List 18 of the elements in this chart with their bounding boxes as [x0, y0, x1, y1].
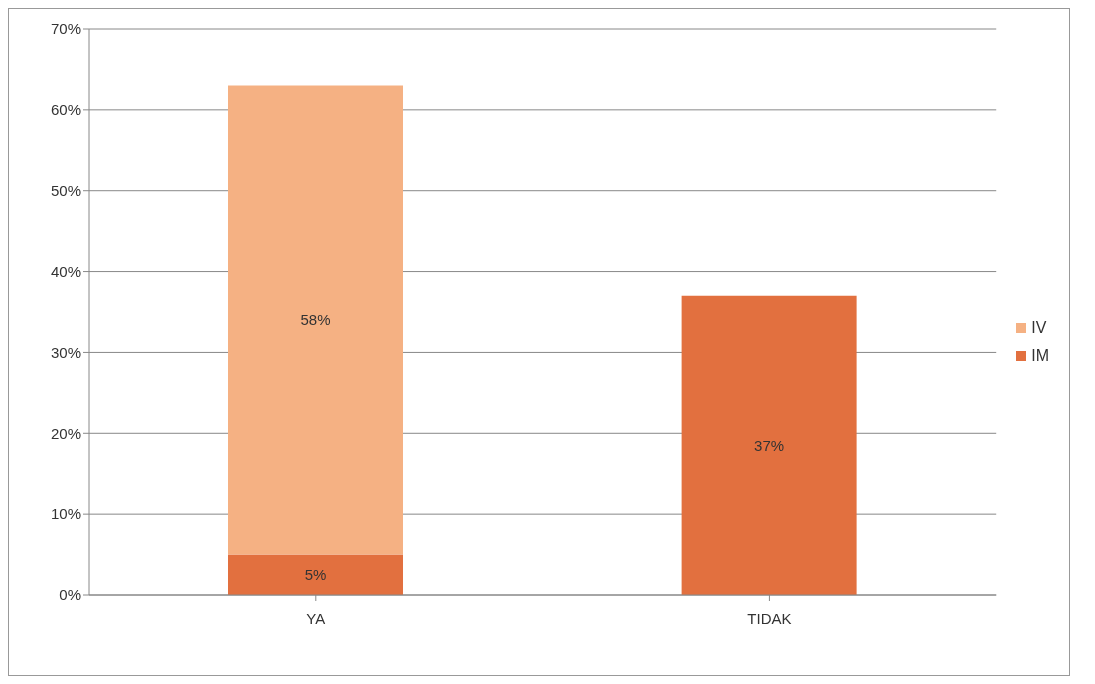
- data-label: 5%: [304, 566, 327, 584]
- legend-label: IV: [1030, 319, 1048, 337]
- legend-label: IM: [1030, 347, 1049, 365]
- x-tick-label: TIDAK: [747, 609, 792, 627]
- bar: [228, 85, 403, 555]
- y-tick-label: 70%: [50, 20, 81, 38]
- x-tick-label: YA: [306, 609, 326, 627]
- data-label: 58%: [300, 311, 331, 329]
- y-tick-label: 10%: [50, 505, 81, 523]
- y-tick-label: 50%: [50, 182, 81, 200]
- y-tick-label: 20%: [50, 424, 81, 442]
- y-tick-label: 30%: [50, 343, 81, 361]
- y-tick-label: 0%: [59, 586, 81, 604]
- bar: [681, 295, 857, 595]
- y-tick-label: 60%: [50, 101, 81, 119]
- bar: [228, 554, 403, 595]
- data-label: 37%: [754, 436, 785, 454]
- y-tick-label: 40%: [50, 262, 81, 280]
